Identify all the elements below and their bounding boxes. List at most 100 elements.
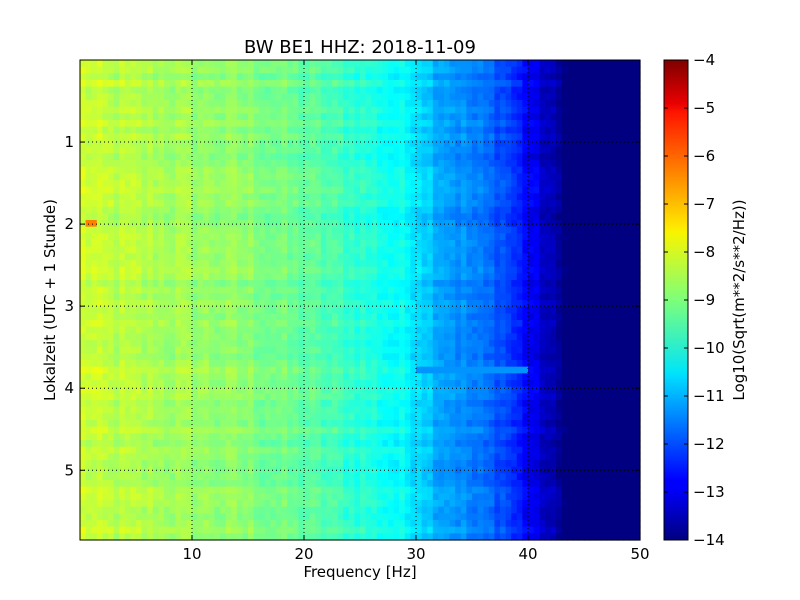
- heatmap-cell: [488, 340, 495, 348]
- heatmap-cell: [550, 73, 557, 81]
- heatmap-cell: [623, 240, 630, 248]
- heatmap-cell: [438, 180, 445, 188]
- heatmap-cell: [298, 273, 305, 281]
- heatmap-cell: [192, 366, 199, 374]
- heatmap-cell: [304, 240, 311, 248]
- heatmap-cell: [606, 313, 613, 321]
- heatmap-cell: [253, 233, 260, 241]
- heatmap-cell: [220, 146, 227, 154]
- heatmap-cell: [259, 220, 266, 228]
- heatmap-cell: [192, 380, 199, 388]
- heatmap-cell: [85, 80, 92, 88]
- heatmap-cell: [220, 140, 227, 148]
- heatmap-cell: [449, 346, 456, 354]
- heatmap-cell: [130, 180, 137, 188]
- heatmap-cell: [522, 293, 529, 301]
- heatmap-cell: [236, 380, 243, 388]
- heatmap-cell: [292, 340, 299, 348]
- heatmap-cell: [276, 240, 283, 248]
- heatmap-cell: [572, 233, 579, 241]
- heatmap-cell: [225, 193, 232, 201]
- heatmap-cell: [220, 260, 227, 268]
- heatmap-cell: [276, 306, 283, 314]
- heatmap-cell: [505, 346, 512, 354]
- heatmap-cell: [96, 133, 103, 141]
- heatmap-cell: [528, 173, 535, 181]
- heatmap-cell: [600, 293, 607, 301]
- heatmap-cell: [152, 140, 159, 148]
- heatmap-cell: [214, 340, 221, 348]
- heatmap-cell: [388, 126, 395, 134]
- heatmap-cell: [578, 193, 585, 201]
- heatmap-cell: [220, 333, 227, 341]
- heatmap-cell: [634, 73, 641, 81]
- heatmap-cell: [208, 340, 215, 348]
- heatmap-cell: [315, 386, 322, 394]
- heatmap-cell: [455, 280, 462, 288]
- heatmap-cell: [225, 366, 232, 374]
- heatmap-cell: [169, 140, 176, 148]
- heatmap-cell: [628, 153, 635, 161]
- heatmap-cell: [432, 373, 439, 381]
- heatmap-cell: [175, 373, 182, 381]
- heatmap-cell: [315, 140, 322, 148]
- heatmap-cell: [488, 186, 495, 194]
- heatmap-cell: [483, 273, 490, 281]
- heatmap-cell: [130, 60, 137, 68]
- heatmap-cell: [544, 280, 551, 288]
- heatmap-cell: [96, 113, 103, 121]
- heatmap-cell: [298, 120, 305, 128]
- heatmap-cell: [264, 386, 271, 394]
- heatmap-cell: [449, 206, 456, 214]
- heatmap-cell: [186, 286, 193, 294]
- heatmap-cell: [472, 266, 479, 274]
- heatmap-cell: [528, 260, 535, 268]
- heatmap-cell: [494, 160, 501, 168]
- heatmap-cell: [124, 286, 131, 294]
- heatmap-cell: [572, 300, 579, 308]
- heatmap-cell: [85, 126, 92, 134]
- heatmap-cell: [281, 140, 288, 148]
- heatmap-cell: [203, 280, 210, 288]
- heatmap-cell: [427, 206, 434, 214]
- heatmap-cell: [214, 166, 221, 174]
- heatmap-cell: [449, 280, 456, 288]
- heatmap-cell: [354, 280, 361, 288]
- heatmap-cell: [533, 293, 540, 301]
- heatmap-cell: [119, 113, 126, 121]
- heatmap-cell: [393, 160, 400, 168]
- heatmap-cell: [600, 313, 607, 321]
- heatmap-cell: [606, 200, 613, 208]
- heatmap-cell: [600, 360, 607, 368]
- heatmap-cell: [544, 346, 551, 354]
- heatmap-cell: [466, 113, 473, 121]
- heatmap-cell: [175, 313, 182, 321]
- heatmap-cell: [404, 120, 411, 128]
- heatmap-cell: [516, 113, 523, 121]
- heatmap-cell: [242, 326, 249, 334]
- heatmap-cell: [80, 133, 87, 141]
- heatmap-cell: [466, 286, 473, 294]
- heatmap-cell: [438, 113, 445, 121]
- heatmap-cell: [376, 360, 383, 368]
- heatmap-cell: [175, 300, 182, 308]
- heatmap-cell: [309, 120, 316, 128]
- heatmap-cell: [404, 246, 411, 254]
- heatmap-cell: [500, 220, 507, 228]
- heatmap-cell: [561, 300, 568, 308]
- heatmap-cell: [410, 73, 417, 81]
- heatmap-cell: [444, 360, 451, 368]
- heatmap-cell: [578, 260, 585, 268]
- heatmap-cell: [320, 233, 327, 241]
- heatmap-cell: [612, 106, 619, 114]
- heatmap-cell: [589, 386, 596, 394]
- heatmap-cell: [432, 220, 439, 228]
- heatmap-cell: [528, 293, 535, 301]
- heatmap-cell: [455, 140, 462, 148]
- heatmap-cell: [488, 146, 495, 154]
- heatmap-cell: [617, 380, 624, 388]
- heatmap-cell: [550, 133, 557, 141]
- heatmap-cell: [315, 186, 322, 194]
- heatmap-cell: [589, 353, 596, 361]
- heatmap-cell: [533, 160, 540, 168]
